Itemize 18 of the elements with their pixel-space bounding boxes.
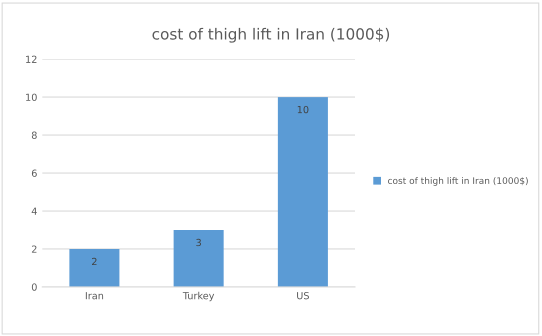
y-tick-label: 2 xyxy=(32,245,36,253)
y-tick-label: 4 xyxy=(32,208,37,215)
y-tick-label: 0 xyxy=(32,283,37,291)
data-label: 10 xyxy=(298,106,308,114)
x-tick-label: Turkey xyxy=(182,292,214,302)
y-tick-label: 12 xyxy=(26,56,36,63)
x-tick-label: Iran xyxy=(86,292,104,300)
data-label: 3 xyxy=(196,238,201,246)
x-tick-label: US xyxy=(297,292,309,300)
legend-label: cost of thigh lift in Iran (1000$) xyxy=(388,177,528,186)
chart-title: cost of thigh lift in Iran (1000$) xyxy=(152,28,390,43)
y-tick-label: 8 xyxy=(32,132,37,139)
data-label: 2 xyxy=(92,258,97,266)
bar xyxy=(174,230,224,287)
bar xyxy=(69,248,120,287)
y-tick-label: 6 xyxy=(32,170,37,177)
bar xyxy=(278,97,328,287)
y-tick-label: 10 xyxy=(26,94,37,101)
